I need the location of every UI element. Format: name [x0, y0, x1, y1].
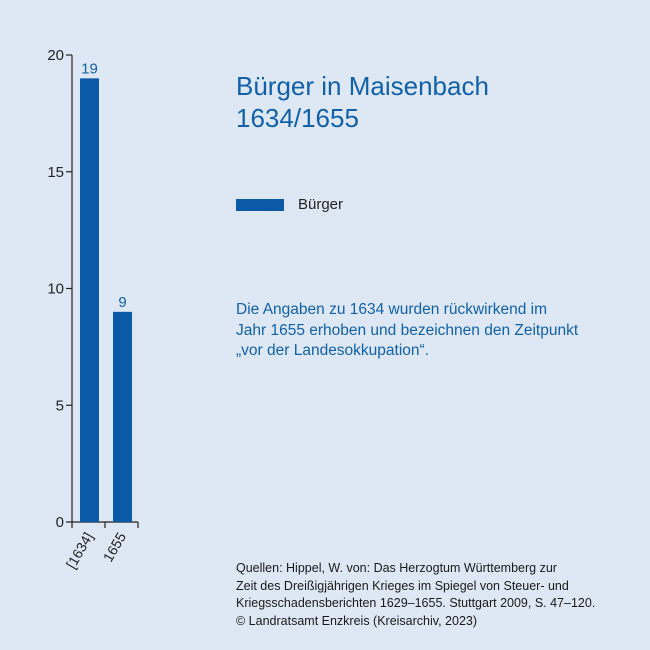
- legend-label: Bürger: [298, 196, 344, 213]
- x-tick-label: 1655: [100, 529, 130, 564]
- bar-chart: 0 5 10 15 20 19 [1634] 9 1655: [47, 47, 139, 572]
- y-tick-label: 20: [47, 47, 64, 64]
- chart-title-block: Bürger in Maisenbach 1634/1655: [236, 70, 489, 134]
- note-line: „vor der Landesokkupation“.: [236, 342, 430, 359]
- x-tick-label: [1634]: [63, 530, 96, 572]
- data-label: 19: [81, 60, 98, 77]
- bar: [113, 311, 132, 522]
- chart-subtitle: 1634/1655: [236, 103, 359, 133]
- source-line: Zeit des Dreißigjährigen Krieges im Spie…: [236, 578, 569, 593]
- y-tick-label: 10: [47, 281, 64, 298]
- source-line: Quellen: Hippel, W. von: Das Herzogtum W…: [236, 561, 557, 575]
- note-line: Jahr 1655 erhoben und bezeichnen den Zei…: [236, 321, 579, 339]
- bar: [80, 78, 99, 522]
- y-tick-label: 15: [47, 164, 64, 181]
- y-tick-label: 0: [56, 514, 64, 531]
- sources: Quellen: Hippel, W. von: Das Herzogtum W…: [236, 560, 636, 630]
- data-label: 9: [118, 294, 126, 311]
- note-line: Die Angaben zu 1634 wurden rückwirkend i…: [236, 301, 548, 318]
- chart-title: Bürger in Maisenbach: [236, 71, 489, 101]
- chart-note: Die Angaben zu 1634 wurden rückwirkend i…: [236, 300, 636, 362]
- legend: Bürger: [236, 196, 343, 213]
- legend-swatch: [236, 198, 284, 211]
- copyright-line: © Landratsamt Enzkreis (Kreisarchiv, 202…: [236, 613, 478, 628]
- y-tick-label: 5: [56, 397, 64, 414]
- source-line: Kriegsschadensberichten 1629–1655. Stutt…: [236, 596, 596, 610]
